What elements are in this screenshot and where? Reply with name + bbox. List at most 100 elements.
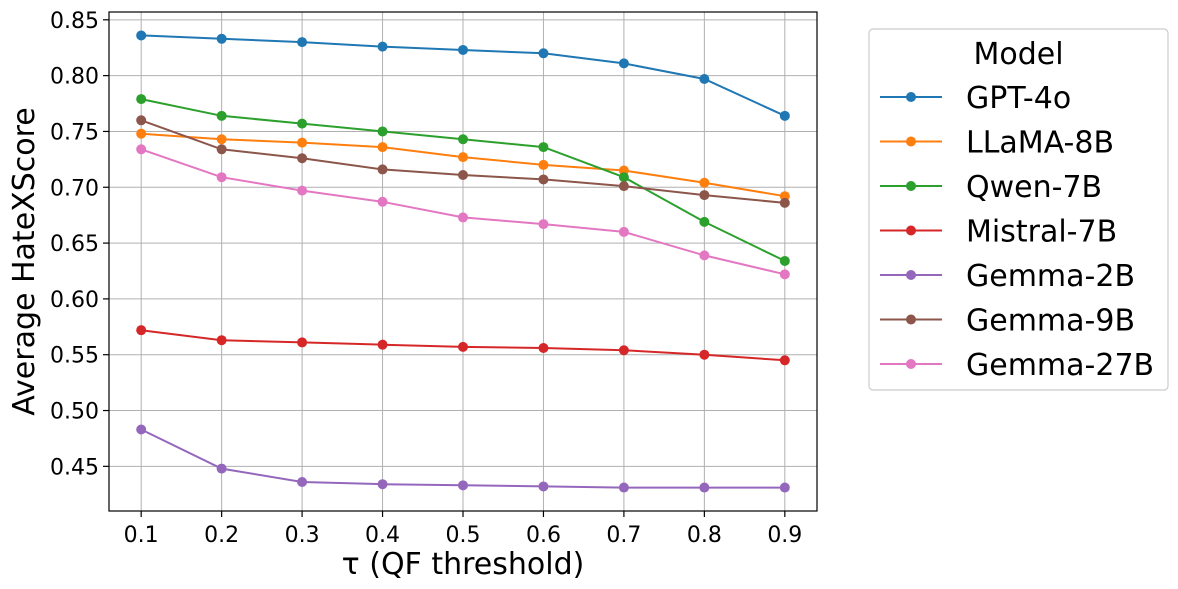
data-point-gemma-2b [458, 480, 468, 491]
data-point-gemma-9b [136, 115, 147, 126]
data-point-mistral-7b [538, 343, 549, 354]
y-tick-label: 0.70 [50, 176, 99, 201]
data-point-gemma-2b [377, 479, 388, 490]
data-point-gemma-9b [699, 190, 710, 201]
data-point-llama-8b [377, 142, 388, 153]
legend-title: Model [973, 37, 1063, 72]
data-point-qwen-7b [458, 134, 468, 145]
data-point-qwen-7b [216, 110, 227, 121]
legend-items: GPT-4o LLaMA-8B Qwen-7B Mistral-7B Gemma-2B G… [880, 81, 1154, 383]
x-tick-label: 0.1 [124, 523, 159, 548]
legend-marker [906, 225, 916, 236]
data-point-gpt-4o [297, 37, 308, 48]
data-point-gemma-9b [538, 174, 549, 185]
data-point-gemma-27b [538, 219, 549, 230]
series-gemma-2b [136, 424, 790, 493]
data-point-gemma-27b [136, 144, 147, 155]
legend-item-qwen-7b: Qwen-7B [880, 170, 1102, 205]
y-axis-ticks: 0.45 0.50 0.55 0.60 0.65 0.70 0.75 0.80 0.85 [50, 9, 109, 480]
data-point-gpt-4o [779, 110, 790, 121]
data-point-gpt-4o [618, 58, 629, 69]
series-mistral-7b [136, 325, 790, 366]
legend: Model GPT-4o LLaMA-8B Qwen-7B Mistral-7B Gem… [868, 28, 1169, 391]
y-tick-label: 0.75 [50, 120, 99, 145]
data-point-mistral-7b [136, 325, 147, 336]
legend-label: GPT-4o [966, 81, 1071, 116]
data-point-gemma-9b [618, 181, 629, 192]
data-point-qwen-7b [779, 255, 790, 266]
data-point-gemma-9b [779, 197, 790, 208]
data-point-gemma-2b [297, 476, 308, 487]
legend-marker [906, 359, 916, 369]
data-point-gpt-4o [216, 33, 227, 44]
data-point-mistral-7b [618, 345, 629, 356]
legend-box [868, 28, 1169, 391]
y-tick-label: 0.80 [50, 65, 99, 90]
data-point-qwen-7b [377, 126, 388, 137]
legend-label: Qwen-7B [966, 170, 1102, 205]
legend-item-llama-8b: LLaMA-8B [880, 126, 1114, 161]
series-gpt-4o [136, 30, 790, 121]
data-point-gemma-27b [297, 185, 308, 196]
data-point-llama-8b [136, 128, 147, 139]
data-point-llama-8b [458, 152, 468, 163]
x-tick-label: 0.6 [526, 523, 561, 548]
data-point-llama-8b [216, 134, 227, 145]
data-point-qwen-7b [297, 118, 308, 129]
y-axis-label: Average HateXScore [7, 107, 42, 415]
data-point-gemma-2b [699, 482, 710, 493]
x-tick-label: 0.2 [204, 523, 239, 548]
data-point-gemma-27b [377, 196, 388, 207]
legend-marker [906, 270, 916, 280]
data-point-gpt-4o [377, 41, 388, 52]
legend-item-gpt-4o: GPT-4o [880, 81, 1071, 116]
y-tick-label: 0.65 [50, 232, 99, 257]
series-gemma-9b [136, 115, 790, 208]
legend-marker [906, 136, 916, 147]
data-point-llama-8b [699, 177, 710, 188]
data-point-gemma-2b [618, 482, 629, 493]
data-point-gemma-2b [136, 424, 147, 435]
data-point-qwen-7b [618, 172, 629, 183]
data-point-gemma-27b [699, 250, 710, 261]
legend-label: Gemma-9B [966, 304, 1135, 339]
legend-label: Gemma-27B [966, 348, 1154, 383]
legend-item-gemma-9b: Gemma-9B [880, 304, 1135, 339]
data-point-qwen-7b [136, 94, 147, 105]
data-point-mistral-7b [699, 349, 710, 360]
legend-marker [906, 314, 916, 325]
legend-item-gemma-27b: Gemma-27B [880, 348, 1154, 383]
data-point-gemma-27b [216, 172, 227, 183]
data-point-gemma-2b [538, 481, 549, 492]
data-point-gemma-9b [458, 169, 468, 180]
legend-label: Gemma-2B [966, 259, 1135, 294]
data-point-gpt-4o [136, 30, 147, 41]
data-point-gemma-27b [458, 212, 468, 223]
series-qwen-7b [136, 94, 790, 266]
series-layer [136, 30, 790, 493]
data-point-llama-8b [297, 137, 308, 148]
data-point-gemma-27b [618, 226, 629, 237]
data-point-llama-8b [538, 159, 549, 170]
x-axis-ticks: 0.1 0.2 0.3 0.4 0.5 0.6 0.7 0.8 0.9 [124, 511, 802, 548]
data-point-gpt-4o [538, 48, 549, 59]
data-point-gpt-4o [458, 44, 468, 55]
x-tick-label: 0.7 [606, 523, 641, 548]
data-point-gemma-9b [297, 153, 308, 164]
data-point-gemma-9b [377, 164, 388, 175]
y-tick-label: 0.55 [50, 344, 99, 369]
legend-marker [906, 92, 916, 102]
data-point-mistral-7b [779, 355, 790, 366]
y-tick-label: 0.85 [50, 9, 99, 34]
data-point-gemma-9b [216, 144, 227, 155]
y-tick-label: 0.45 [50, 455, 99, 480]
legend-item-mistral-7b: Mistral-7B [880, 215, 1117, 250]
legend-item-gemma-2b: Gemma-2B [880, 259, 1135, 294]
x-axis-label: τ (QF threshold) [342, 547, 585, 582]
data-point-qwen-7b [699, 216, 710, 227]
x-tick-label: 0.4 [365, 523, 400, 548]
data-point-gemma-2b [216, 463, 227, 474]
y-tick-label: 0.50 [50, 400, 99, 425]
x-tick-label: 0.9 [767, 523, 802, 548]
